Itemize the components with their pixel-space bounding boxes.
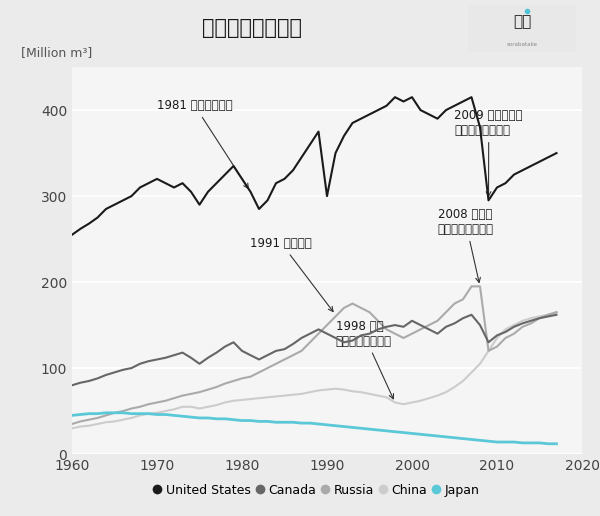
- Text: 2009 アメリカ他
リーマンショック: 2009 アメリカ他 リーマンショック: [455, 109, 523, 197]
- Text: 2008 ロシア
丸太輸出関税値上: 2008 ロシア 丸太輸出関税値上: [437, 208, 493, 282]
- Text: sorabatake: sorabatake: [506, 42, 538, 47]
- Legend: United States, Canada, Russia, China, Japan: United States, Canada, Russia, China, Ja…: [149, 479, 484, 502]
- Text: 1998 中国
天然資源保護対策: 1998 中国 天然資源保護対策: [335, 320, 394, 399]
- Text: 1991 ソ連崩壊: 1991 ソ連崩壊: [251, 237, 333, 312]
- Text: 丸太生産量の推移: 丸太生産量の推移: [202, 18, 302, 38]
- Text: [Million m³]: [Million m³]: [21, 46, 92, 59]
- Text: 1981 アメリカ不況: 1981 アメリカ不況: [157, 99, 248, 188]
- Text: 宙畑: 宙畑: [513, 14, 531, 29]
